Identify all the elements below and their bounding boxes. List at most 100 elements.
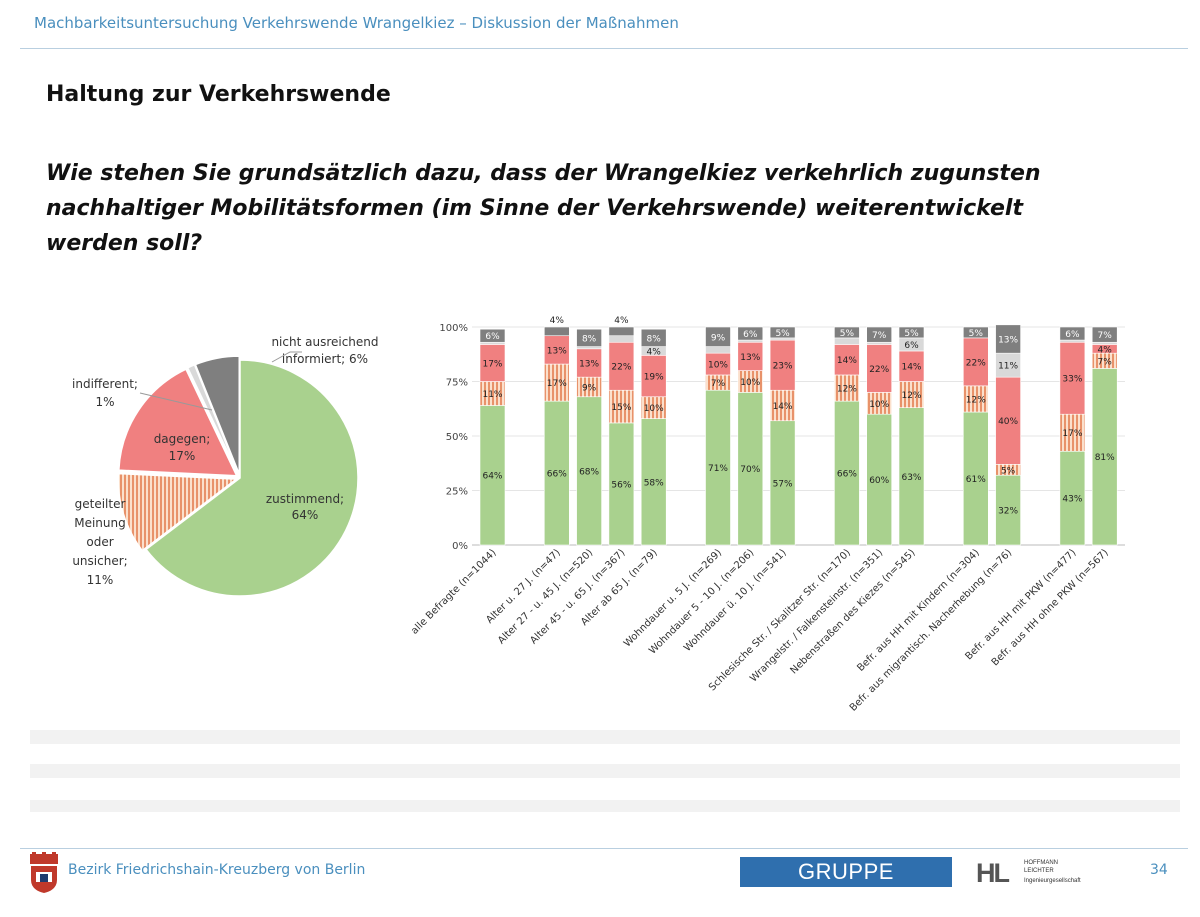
footer-divider <box>20 848 1188 849</box>
bar-segment-nicht_informiert <box>640 328 667 347</box>
bar-segment-indifferent <box>576 346 602 350</box>
data-label-nicht_informiert: 5% <box>904 329 919 339</box>
bar-segment-zustimmend <box>737 392 764 546</box>
bar-segment-indifferent <box>737 339 764 343</box>
data-label-geteilt: 15% <box>611 403 631 413</box>
data-label-dagegen: 40% <box>998 417 1018 427</box>
bar-segment-zustimmend <box>705 389 731 546</box>
data-label-nicht_informiert: 6% <box>743 330 758 340</box>
data-label-zustimmend: 57% <box>773 479 793 489</box>
data-label-nicht_informiert: 8% <box>582 334 597 344</box>
data-label-geteilt: 9% <box>582 383 597 393</box>
bar-segment-nicht_informiert <box>962 326 989 339</box>
data-label-nicht_informiert: 4% <box>614 316 629 326</box>
data-label-dagegen: 4% <box>1098 345 1113 355</box>
bar-segment-nicht_informiert <box>769 326 796 339</box>
data-label-dagegen: 13% <box>740 353 760 363</box>
data-label-indifferent: 6% <box>904 341 919 351</box>
section-title: Haltung zur Verkehrswende <box>46 82 391 107</box>
y-tick-label: 25% <box>446 487 468 498</box>
planwerk-logo: GRUPPE PLANWERK <box>740 857 952 914</box>
data-label-dagegen: 13% <box>547 346 567 356</box>
bar-segment-indifferent <box>705 346 731 354</box>
bar-segment-dagegen <box>640 355 667 398</box>
data-label-zustimmend: 56% <box>611 480 631 490</box>
data-label-nicht_informiert: 13% <box>998 335 1018 345</box>
bar-segment-nicht_informiert <box>479 328 506 343</box>
data-label-geteilt: 12% <box>837 385 857 395</box>
bar-segment-nicht_informiert <box>866 326 893 343</box>
question-line-1: Wie stehen Sie grundsätzlich dazu, dass … <box>46 161 1041 186</box>
pie-leader-line-indifferent <box>139 392 213 411</box>
data-label-zustimmend: 58% <box>644 478 664 488</box>
data-label-dagegen: 10% <box>708 361 728 371</box>
data-label-nicht_informiert: 5% <box>840 329 855 339</box>
question-line-2: nachhaltiger Mobilitätsformen (im Sinne … <box>46 196 1023 221</box>
data-label-dagegen: 14% <box>901 363 921 373</box>
data-label-geteilt: 10% <box>869 400 889 410</box>
pie-label-zustimmend: zustimmend; 64% <box>266 492 344 522</box>
hl-logo-line-2: LEICHTER <box>1024 868 1054 874</box>
pie-leader-line-informiert <box>271 351 302 363</box>
bar-segment-zustimmend <box>479 405 506 546</box>
x-tick-label: Befr. aus HH ohne PKW (n=567) <box>990 547 1111 668</box>
header-divider <box>20 48 1188 49</box>
y-tick-label: 0% <box>452 541 468 552</box>
bar-segment-nicht_informiert <box>898 326 925 339</box>
bar-segment-indifferent <box>1059 339 1086 343</box>
data-label-nicht_informiert: 8% <box>647 334 662 344</box>
data-label-nicht_informiert: 6% <box>485 332 500 342</box>
bar-segment-indifferent <box>866 341 893 345</box>
bar-segment-nicht_informiert <box>1091 326 1118 343</box>
data-label-zustimmend: 66% <box>547 470 567 480</box>
bar-segment-nicht_informiert <box>737 326 764 341</box>
pie-label-indifferent: indifferent; 1% <box>72 377 138 409</box>
data-label-geteilt: 7% <box>711 379 726 389</box>
bar-segment-geteilt <box>769 389 796 422</box>
data-label-nicht_informiert: 7% <box>872 331 887 341</box>
data-label-geteilt: 7% <box>1098 357 1113 367</box>
bar-segment-zustimmend <box>576 396 602 546</box>
data-label-dagegen: 17% <box>482 359 502 369</box>
pie-slice-nicht_informiert <box>194 355 240 475</box>
hl-logo-line-3: Ingenieurgesellschaft <box>1024 878 1081 884</box>
header-title: Machbarkeitsuntersuchung Verkehrswende W… <box>34 14 679 32</box>
bar-segment-dagegen <box>737 341 764 371</box>
bar-segment-nicht_informiert <box>995 324 1021 354</box>
bar-segment-indifferent <box>1091 341 1118 345</box>
bezirk-crest-icon <box>30 852 58 893</box>
data-label-zustimmend: 32% <box>998 507 1018 517</box>
data-label-dagegen: 22% <box>966 358 986 368</box>
bar-segment-geteilt <box>608 389 635 424</box>
y-tick-label: 75% <box>446 378 468 389</box>
data-label-dagegen: 23% <box>773 362 793 372</box>
bar-segment-indifferent <box>479 341 506 345</box>
hoffmann-leichter-logo: HL HOFFMANN LEICHTER Ingenieurgesellscha… <box>976 858 1082 888</box>
data-label-zustimmend: 81% <box>1095 453 1115 463</box>
data-label-zustimmend: 71% <box>708 464 728 474</box>
bar-segment-zustimmend <box>962 411 989 546</box>
data-label-geteilt: 14% <box>773 402 793 412</box>
bar-segment-dagegen <box>544 335 570 365</box>
data-label-geteilt: 17% <box>547 379 567 389</box>
data-label-indifferent: 11% <box>998 362 1018 372</box>
bar-segment-nicht_informiert <box>544 326 570 337</box>
data-label-zustimmend: 60% <box>869 476 889 486</box>
bar-segment-zustimmend <box>640 418 667 546</box>
bar-segment-geteilt <box>1059 413 1086 452</box>
pie-label-geteilt: geteilter Meinung oder unsicher; 11% <box>72 497 127 587</box>
data-label-dagegen: 14% <box>837 356 857 366</box>
data-label-dagegen: 33% <box>1062 375 1082 385</box>
footer-organization: Bezirk Friedrichshain-Kreuzberg von Berl… <box>68 862 366 878</box>
bar-segment-zustimmend <box>544 400 570 546</box>
data-label-geteilt: 10% <box>644 404 664 414</box>
bar-segment-nicht_informiert <box>834 326 860 339</box>
bar-segment-zustimmend <box>1059 450 1086 546</box>
faded-background-text <box>30 730 1180 830</box>
data-label-geteilt: 12% <box>901 391 921 401</box>
bar-segment-dagegen <box>608 341 635 391</box>
y-tick-label: 50% <box>446 432 468 443</box>
pie-slice-geteilt <box>117 472 239 552</box>
data-label-indifferent: 4% <box>647 347 662 357</box>
bar-segment-geteilt <box>898 381 925 408</box>
